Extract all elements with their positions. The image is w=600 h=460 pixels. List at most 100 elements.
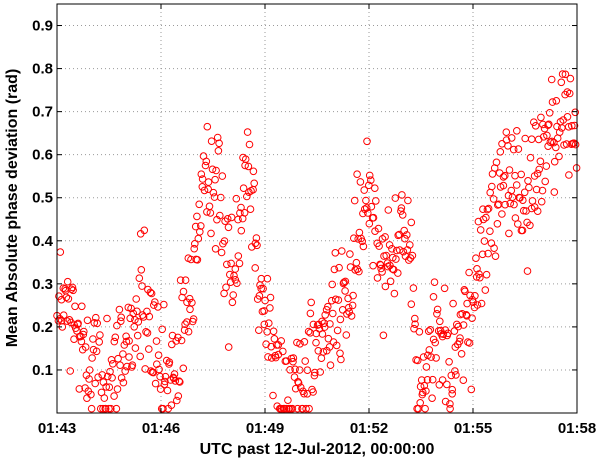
data-point [243, 128, 252, 136]
data-point [306, 309, 315, 318]
data-point [110, 392, 118, 400]
data-point [537, 197, 546, 206]
data-point [215, 139, 223, 148]
data-point [152, 337, 161, 345]
data-point [138, 282, 146, 290]
data-point [429, 293, 438, 301]
data-point [348, 301, 357, 310]
data-point [400, 226, 409, 235]
data-point [564, 123, 573, 131]
data-point [87, 404, 96, 413]
data-point [555, 152, 563, 161]
y-tick-labels: 0.1 0.2 0.3 0.4 0.5 0.6 0.7 0.8 0.9 [32, 18, 54, 379]
data-point [251, 264, 259, 272]
data-point [75, 385, 84, 393]
data-point [202, 157, 211, 166]
data-point [198, 175, 207, 183]
data-point [398, 211, 407, 219]
x-tick-label: 01:49 [246, 420, 284, 437]
data-point [142, 328, 150, 336]
data-point [108, 374, 116, 382]
data-point [557, 78, 566, 87]
data-point [422, 363, 431, 371]
data-point [158, 325, 166, 334]
data-point [237, 226, 246, 235]
data-point [484, 204, 493, 213]
data-point [457, 350, 466, 358]
data-point [207, 229, 215, 238]
data-point [172, 337, 180, 345]
data-point [145, 312, 154, 321]
data-point [244, 162, 253, 171]
data-point [143, 329, 152, 337]
data-point [430, 278, 439, 287]
data-point [391, 194, 400, 202]
data-point [99, 404, 107, 413]
data-point [394, 269, 402, 277]
data-point [176, 378, 184, 386]
data-point [115, 305, 124, 314]
data-point [450, 327, 459, 335]
data-point [183, 318, 191, 326]
data-point [519, 196, 527, 204]
data-point [375, 242, 383, 250]
data-point [415, 328, 424, 336]
data-point [90, 319, 99, 327]
data-point [211, 245, 220, 253]
data-point [451, 343, 460, 351]
data-point [228, 298, 237, 307]
data-point [69, 286, 77, 295]
data-point [63, 277, 72, 286]
data-point [190, 244, 198, 253]
data-point [390, 289, 399, 298]
data-point [320, 319, 329, 328]
data-point [482, 213, 490, 222]
data-point [571, 140, 580, 149]
data-point [458, 310, 467, 318]
data-point [54, 316, 63, 325]
data-point [193, 212, 201, 221]
data-point [349, 291, 357, 300]
data-point [362, 204, 371, 212]
data-point [426, 326, 435, 334]
data-point [288, 404, 297, 413]
y-tick-label: 0.5 [32, 190, 53, 207]
data-point [473, 265, 481, 273]
data-point [213, 133, 222, 142]
data-point [147, 289, 156, 298]
y-tick-label: 0.8 [32, 61, 53, 78]
data-point [119, 350, 127, 358]
data-point [341, 287, 349, 295]
data-point [302, 404, 310, 413]
data-point [539, 120, 547, 129]
data-point [184, 327, 193, 336]
data-point [444, 329, 452, 338]
data-point [257, 274, 266, 283]
data-point [399, 247, 408, 256]
data-point [381, 233, 389, 241]
data-point [160, 380, 169, 389]
data-point [269, 327, 278, 336]
y-tick-label: 0.1 [32, 362, 53, 379]
data-point [530, 118, 538, 126]
data-point [316, 368, 325, 376]
data-point [330, 265, 339, 274]
data-point [464, 338, 472, 346]
data-point [253, 241, 261, 250]
data-point [512, 181, 521, 189]
data-point [282, 404, 291, 413]
data-point [296, 383, 305, 392]
data-point [246, 205, 255, 213]
data-point [376, 261, 385, 269]
data-point [441, 397, 450, 406]
data-point [424, 327, 433, 336]
data-point [547, 75, 556, 84]
data-point [395, 246, 404, 254]
data-point [374, 224, 383, 233]
data-point [448, 385, 457, 394]
data-point [216, 211, 224, 220]
data-point [383, 259, 392, 267]
data-point [245, 140, 254, 149]
data-point [233, 279, 241, 288]
data-point [105, 383, 114, 392]
